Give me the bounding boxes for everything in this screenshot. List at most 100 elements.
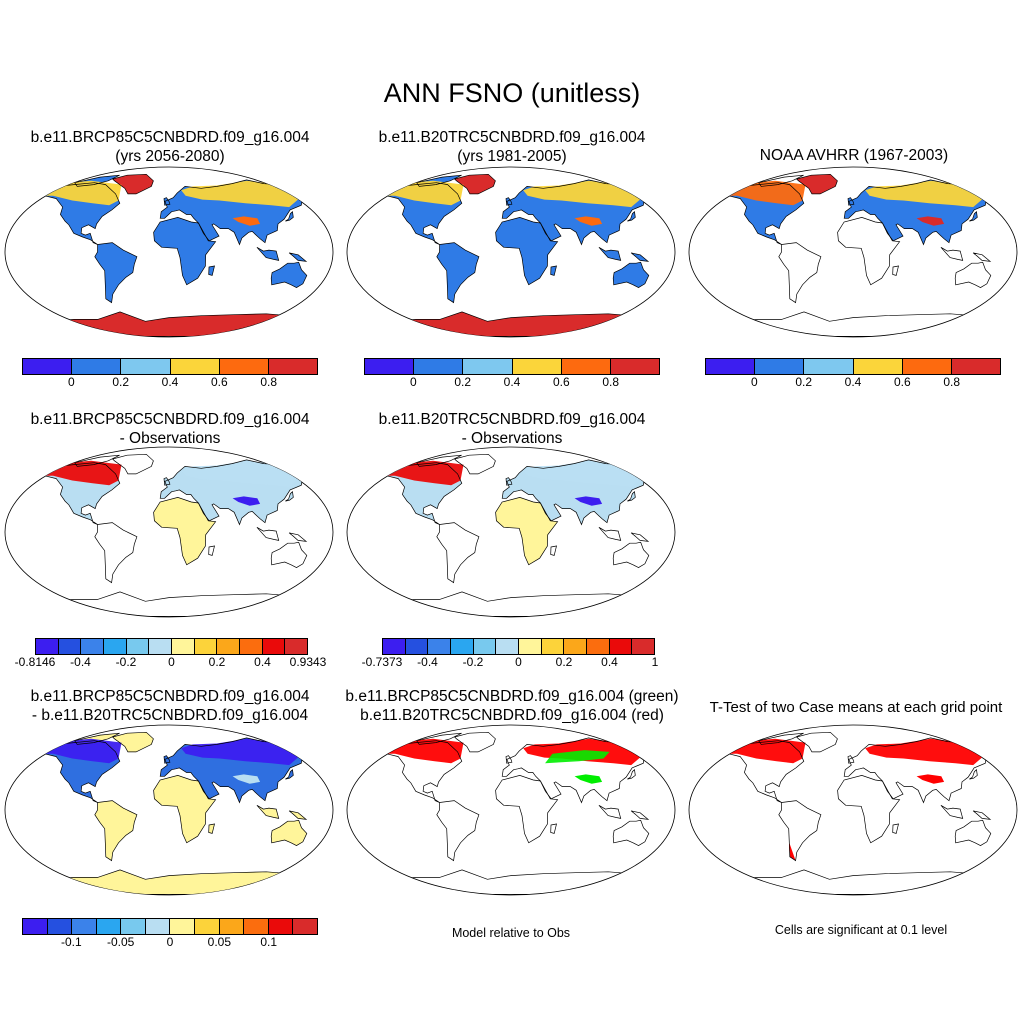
colorbar-tick-label: 0	[166, 935, 174, 949]
coastline-madagascar	[208, 823, 215, 834]
colorbar-swatch	[195, 919, 220, 934]
coastline-madagascar	[892, 265, 899, 276]
colorbar-tick-label: 0.4	[254, 655, 271, 669]
map-frame	[688, 724, 1018, 896]
colorbar-swatch	[217, 639, 241, 654]
land-south-america	[436, 242, 479, 303]
coastline-uk	[163, 755, 171, 764]
colorbar-swatch	[172, 639, 195, 654]
coastline-eurasia	[501, 737, 657, 804]
colorbar-tick-label: 0	[409, 375, 417, 389]
colorbar-swatches	[382, 638, 655, 655]
coastline-greenland	[111, 453, 154, 475]
colorbar-tick-label: 0	[515, 655, 522, 669]
land-australia	[613, 262, 649, 288]
coastline-africa	[837, 217, 901, 286]
coastline-madagascar	[550, 265, 557, 276]
coastline-indonesia	[598, 526, 622, 541]
land-africa	[495, 217, 558, 285]
colorbar-swatch	[194, 639, 218, 654]
coastline-north-america	[32, 182, 121, 245]
coastline-indonesia	[256, 804, 280, 819]
coastline-greenland	[453, 731, 496, 753]
colorbar-swatch	[219, 359, 269, 374]
colorbar-swatch	[405, 639, 429, 654]
land-greenland	[796, 174, 838, 194]
map-ttest	[688, 724, 1018, 896]
coastline-south-america	[436, 800, 480, 862]
coastline-madagascar	[550, 823, 557, 834]
colorbar-swatch	[104, 639, 127, 654]
colorbar-tick-label: 0	[168, 655, 175, 669]
colorbar-swatch	[561, 359, 611, 374]
coastline-greenland	[795, 173, 838, 195]
panel-title-line2: - Observations	[119, 430, 221, 447]
colorbar-tick-label: 0.6	[893, 375, 911, 389]
coastline-japan	[627, 210, 636, 222]
figure-title: ANN FSNO (unitless)	[383, 78, 641, 108]
coastline-australia	[612, 261, 650, 289]
land-africa	[153, 775, 216, 843]
land-south-america	[94, 242, 137, 303]
land-new-guinea	[631, 252, 649, 262]
coastline-arctic-islands	[74, 732, 120, 745]
land-australia	[271, 262, 307, 288]
colorbar-tick-label: 0.4	[844, 375, 862, 389]
colorbar-swatch	[72, 359, 122, 374]
colorbar-tick-label: 0.4	[161, 375, 179, 389]
coastline-greenland	[453, 173, 496, 195]
colorbar-ticks: -0.1 -0.05 0 0.05 0.1	[22, 935, 318, 951]
colorbar-tick-label: 0.6	[210, 375, 228, 389]
coastline-japan	[285, 490, 294, 502]
colorbar-swatch	[451, 639, 474, 654]
map-diff2	[346, 446, 676, 618]
colorbar-ticks: 0 0.2 0.4 0.6 0.8	[22, 375, 318, 391]
colorbar-case2: 0 0.2 0.4 0.6 0.8	[364, 358, 660, 391]
colorbar-tick-label: 0.05	[207, 935, 232, 949]
coastline-africa	[495, 497, 559, 566]
colorbar-tick-label: -0.2	[115, 655, 137, 669]
colorbar-swatch	[23, 919, 48, 934]
coastline-arctic-islands	[758, 732, 804, 745]
colorbar-tick-label: 0.2	[795, 375, 812, 389]
land-africa	[495, 497, 558, 565]
map-relative	[346, 724, 676, 896]
panel-title-diff1: b.e11.BRCP85C5CNBDRD.f09_g16.004 - Obser…	[0, 410, 340, 448]
colorbar-swatch	[519, 639, 542, 654]
coastline-north-america	[374, 462, 463, 525]
colorbar-swatch	[72, 919, 97, 934]
colorbar-ticks: 0 0.2 0.4 0.6 0.8	[705, 375, 1001, 391]
map-case1	[4, 166, 334, 338]
coastline-south-america	[94, 522, 138, 584]
colorbar-ticks: 0 0.2 0.4 0.6 0.8	[364, 375, 660, 391]
colorbar-swatch	[170, 359, 220, 374]
colorbar-swatch	[285, 639, 308, 654]
coastline-uk	[847, 197, 855, 206]
panel-title-line1: b.e11.BRCP85C5CNBDRD.f09_g16.004 (green)	[345, 688, 679, 705]
land-new-guinea	[289, 252, 307, 262]
colorbar-tick-label: -0.1	[60, 935, 82, 949]
colorbar-swatch	[610, 359, 660, 374]
colorbar-swatch	[47, 919, 73, 934]
land-greenland	[112, 174, 154, 194]
coastline-indonesia	[940, 804, 964, 819]
colorbar-swatch	[58, 639, 82, 654]
coastline-eurasia	[159, 179, 315, 246]
colorbar-tick-label: 0.2	[454, 375, 471, 389]
coastline-north-america	[32, 740, 121, 803]
land-africa	[153, 217, 216, 285]
colorbar-swatch	[587, 639, 610, 654]
colorbar-swatch	[804, 359, 854, 374]
snow-tibet	[574, 216, 603, 226]
coastline-new-guinea	[972, 252, 992, 262]
coastline-eurasia	[159, 737, 315, 804]
colorbar-tick-label: 1	[651, 655, 659, 669]
colorbar-swatches	[22, 918, 318, 935]
panel-title-line1: b.e11.BRCP85C5CNBDRD.f09_g16.004	[30, 688, 310, 705]
coastline-australia	[612, 541, 650, 569]
colorbar-ticks: -0.7373 -0.4 -0.2 0 0.2 0.4 1	[362, 655, 659, 671]
coastline-south-america	[94, 800, 138, 862]
coastline-greenland	[453, 453, 496, 475]
coastline-arctic-islands	[416, 732, 462, 745]
coastline-africa	[153, 775, 217, 844]
